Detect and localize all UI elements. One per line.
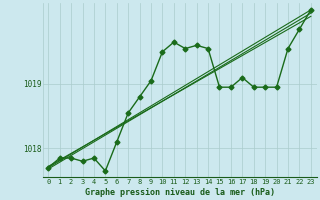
X-axis label: Graphe pression niveau de la mer (hPa): Graphe pression niveau de la mer (hPa) [84,188,275,197]
